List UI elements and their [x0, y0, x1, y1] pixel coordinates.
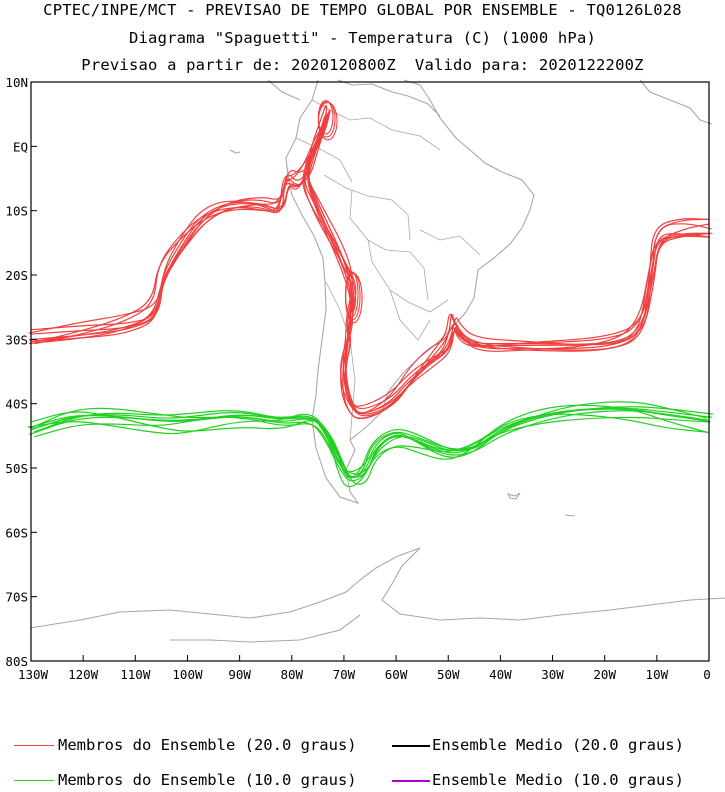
ensemble-member-loop [317, 101, 338, 141]
ensemble-member-line [28, 104, 709, 415]
x-tick-label: 90W [228, 667, 251, 682]
isotherm-10-members [27, 401, 713, 488]
x-tick-label: 0 [703, 667, 711, 682]
coastline-south-america [285, 79, 535, 505]
x-tick-label: 110W [120, 667, 151, 682]
coastline-central-america [267, 79, 301, 101]
ensemble-member-line [28, 118, 712, 414]
isotherm-20-members [28, 100, 713, 420]
x-axis-ticks: 130W 120W 110W 100W 90W 80W 70W 60W 50W 40W 30W 20W… [18, 655, 711, 682]
x-tick-label: 60W [385, 667, 408, 682]
chart-title-line3: Previsao a partir de: 2020120800Z Valido… [81, 56, 644, 74]
y-tick-label: 80S [5, 654, 28, 669]
ensemble-member-line [28, 113, 709, 414]
x-tick-label: 80W [280, 667, 303, 682]
x-tick-label: 120W [68, 667, 99, 682]
x-tick-label: 100W [172, 667, 203, 682]
y-tick-label: 70S [5, 590, 28, 605]
y-tick-label: 10N [5, 75, 28, 90]
y-tick-label: 20S [5, 268, 28, 283]
y-tick-label: 10S [5, 204, 28, 219]
legend-line-member10 [14, 780, 54, 781]
y-tick-label: 30S [5, 332, 28, 347]
legend-line-mean20 [392, 745, 430, 747]
ensemble-member-line [33, 109, 707, 419]
ensemble-member-line [29, 410, 708, 482]
island-falklands [506, 492, 521, 500]
legend-line-mean10 [392, 780, 430, 782]
y-tick-label: 60S [5, 525, 28, 540]
x-tick-label: 70W [333, 667, 356, 682]
ensemble-member-line [33, 406, 713, 479]
x-tick-label: 10W [646, 667, 669, 682]
ensemble-member-line [34, 414, 711, 488]
x-tick-label: 30W [541, 667, 564, 682]
legend-line-member20 [14, 745, 54, 746]
x-tick-label: 50W [437, 667, 460, 682]
ensemble-member-line [32, 115, 713, 417]
coastline-caribbean [337, 79, 441, 117]
plot-frame [30, 81, 710, 662]
legend-label-member10: Membros do Ensemble (10.0 graus) [58, 771, 357, 789]
legend-label-member20: Membros do Ensemble (20.0 graus) [58, 736, 357, 754]
ensemble-member-loop [345, 273, 363, 324]
y-axis-ticks: 10N EQ 10S 20S 30S 40S 50S 60S 70S 80S [5, 75, 37, 669]
land-outlines [29, 79, 725, 643]
ensemble-member-line [30, 114, 710, 410]
x-tick-label: 20W [593, 667, 616, 682]
ensemble-member-line [28, 408, 707, 478]
chart-title-line1: CPTEC/INPE/MCT - PREVISAO DE TEMPO GLOBA… [43, 1, 682, 19]
island-south-georgia [564, 514, 576, 517]
coastline-antarctica-inner [170, 614, 361, 643]
island-galapagos [229, 149, 241, 154]
y-tick-label: EQ [13, 139, 28, 154]
coastline-africa [639, 79, 713, 125]
ensemble-member-line [34, 111, 710, 420]
coastline-antarctica [29, 547, 725, 629]
chart-title-line2: Diagrama "Spaguetti" - Temperatura (C) (… [128, 29, 597, 47]
ensemble-member-line [31, 408, 710, 479]
ensemble-member-line [30, 115, 708, 407]
legend-label-mean10: Ensemble Medio (10.0 graus) [432, 771, 684, 789]
x-tick-label: 40W [489, 667, 512, 682]
y-tick-label: 40S [5, 397, 28, 412]
legend-label-mean20: Ensemble Medio (20.0 graus) [432, 736, 684, 754]
ensemble-member-line [30, 111, 707, 414]
y-tick-label: 50S [5, 461, 28, 476]
x-tick-label: 130W [18, 667, 49, 682]
